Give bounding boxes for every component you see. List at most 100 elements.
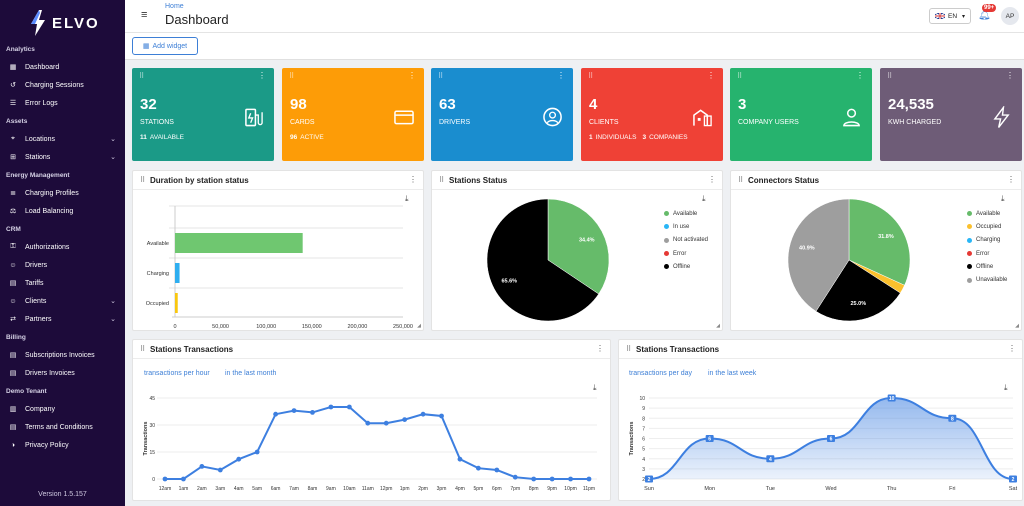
sidebar-item-charging-sessions[interactable]: ↺ Charging Sessions (8, 77, 120, 93)
slice-value-label: 25.0% (851, 301, 867, 307)
more-options-icon[interactable]: ⋮ (409, 175, 417, 184)
language-selector[interactable]: EN ▾ (929, 8, 971, 24)
sidebar-item-tariffs[interactable]: ▤ Tariffs (8, 275, 120, 291)
breadcrumb[interactable]: Home (165, 3, 184, 10)
bell-icon[interactable]: 🔔︎ (978, 10, 991, 21)
stat-card-stations[interactable]: ⠿ ⋮ 32 Stations 11 AVAILABLE (132, 68, 274, 161)
chevron-down-icon[interactable]: ⌄ (110, 136, 116, 143)
drag-handle-icon[interactable]: ⠿ (140, 346, 146, 353)
collapse-menu-icon[interactable]: ≡ (141, 9, 148, 21)
stat-card-company-users[interactable]: ⠿ ⋮ 3 Company users (730, 68, 872, 161)
sidebar-item-stations[interactable]: ⊞ Stations ⌄ (8, 149, 120, 165)
more-options-icon[interactable]: ⋮ (1008, 344, 1016, 353)
data-label: 8 (951, 416, 954, 422)
sidebar-item-error-logs[interactable]: ☰ Error Logs (8, 95, 120, 111)
sidebar-item-drivers[interactable]: ☺ Drivers (8, 257, 120, 273)
sidebar-item-charging-profiles[interactable]: ≣ Charging Profiles (8, 185, 120, 201)
stat-sub-sub1_num: 96 (290, 134, 298, 141)
sidebar-item-locations[interactable]: ⌖ Locations ⌄ (8, 131, 120, 147)
more-options-icon[interactable]: ⋮ (856, 71, 864, 80)
download-icon[interactable]: ⤓ (1001, 194, 1005, 203)
data-point (549, 476, 555, 482)
tab-last-month[interactable]: in the last month (225, 370, 277, 377)
x-tick-label: 6am (271, 486, 281, 492)
more-options-icon[interactable]: ⋮ (708, 175, 716, 184)
stat-card-drivers[interactable]: ⠿ ⋮ 63 Drivers (431, 68, 573, 161)
more-options-icon[interactable]: ⋮ (596, 344, 604, 353)
chevron-down-icon[interactable]: ⌄ (110, 154, 116, 161)
more-options-icon[interactable]: ⋮ (258, 71, 266, 80)
legend-item[interactable]: Unavailable (967, 273, 1007, 286)
transactions-daily-chart: 2345678910Transactions2Sun6Mon4Tue6Wed10… (629, 394, 1018, 492)
sidebar-item-partners[interactable]: ⇄ Partners ⌄ (8, 311, 120, 327)
avatar[interactable]: AP (1001, 7, 1019, 25)
chevron-down-icon[interactable]: ⌄ (110, 298, 116, 305)
more-options-icon[interactable]: ⋮ (557, 71, 565, 80)
sidebar-item-subscriptions-invoices[interactable]: ▤ Subscriptions Invoices (8, 347, 120, 363)
more-options-icon[interactable]: ⋮ (408, 71, 416, 80)
stat-card-clients[interactable]: ⠿ ⋮ 4 Clients 1 INDIVIDUALS 3 COMPANIES (581, 68, 723, 161)
app-logo[interactable]: ELVO (30, 10, 100, 36)
legend-item[interactable]: Offline (664, 260, 708, 273)
chevron-down-icon[interactable]: ⌄ (110, 316, 116, 323)
sidebar-item-clients[interactable]: ☺ Clients ⌄ (8, 293, 120, 309)
sidebar-item-dashboard[interactable]: ▦ Dashboard (8, 59, 120, 75)
legend-item[interactable]: Error (967, 247, 1007, 260)
sidebar-item-company[interactable]: ▥ Company (8, 401, 120, 417)
download-icon[interactable]: ⤓ (1004, 383, 1008, 392)
download-icon[interactable]: ⤓ (593, 383, 597, 392)
x-tick-label: 50,000 (212, 324, 229, 329)
sidebar-item-privacy-policy[interactable]: ◑ Privacy Policy (8, 437, 120, 453)
more-options-icon[interactable]: ⋮ (1006, 71, 1014, 80)
legend-item[interactable]: Available (967, 207, 1007, 220)
legend-item[interactable]: Not activated (664, 234, 708, 247)
tab-transactions-per-hour[interactable]: transactions per hour (144, 370, 210, 377)
drag-handle-icon[interactable]: ⠿ (738, 177, 744, 184)
legend-item[interactable]: Offline (967, 260, 1007, 273)
download-icon[interactable]: ⤓ (405, 194, 409, 203)
download-icon[interactable]: ⤓ (702, 194, 706, 203)
drag-handle-icon[interactable]: ⠿ (438, 73, 444, 80)
drag-handle-icon[interactable]: ⠿ (139, 73, 145, 80)
stat-card-cards[interactable]: ⠿ ⋮ 98 Cards 96 ACTIVE (282, 68, 424, 161)
legend-swatch (967, 251, 972, 257)
tab-last-week[interactable]: in the last week (708, 370, 757, 377)
legend-item[interactable]: Available (664, 207, 708, 220)
drag-handle-icon[interactable]: ⠿ (626, 346, 632, 353)
resize-handle-icon[interactable]: ◢ (1015, 323, 1019, 329)
tab-transactions-per-day[interactable]: transactions per day (629, 370, 693, 377)
drag-handle-icon[interactable]: ⠿ (140, 177, 146, 184)
legend-swatch (664, 264, 669, 270)
stat-label: Clients (589, 119, 619, 126)
card-icon (394, 110, 414, 125)
y-tick-label: 4 (642, 457, 645, 463)
resize-handle-icon[interactable]: ◢ (716, 323, 720, 329)
grid-icon: ▦ (9, 64, 17, 71)
more-options-icon[interactable]: ⋮ (707, 71, 715, 80)
y-tick-label: 2 (642, 477, 645, 483)
more-options-icon[interactable]: ⋮ (1007, 175, 1015, 184)
stat-subline: 11 AVAILABLE (140, 134, 190, 141)
drag-handle-icon[interactable]: ⠿ (737, 73, 743, 80)
sidebar-item-load-balancing[interactable]: ⚖ Load Balancing (8, 203, 120, 219)
stat-sub-sub1_label: AVAILABLE (149, 134, 184, 141)
legend-item[interactable]: In use (664, 220, 708, 233)
data-label: 6 (830, 437, 833, 443)
stat-card-kwh-charged[interactable]: ⠿ ⋮ 24,535 kWh charged (880, 68, 1022, 161)
resize-handle-icon[interactable]: ◢ (417, 323, 421, 329)
sidebar-item-terms-and-conditions[interactable]: ▤ Terms and Conditions (8, 419, 120, 435)
drag-handle-icon[interactable]: ⠿ (887, 73, 893, 80)
panel-title: Stations Transactions (636, 345, 720, 354)
legend-item[interactable]: Occupied (967, 220, 1007, 233)
legend-item[interactable]: Error (664, 247, 708, 260)
sidebar-item-authorizations[interactable]: ⚿ Authorizations (8, 239, 120, 255)
add-widget-button[interactable]: ▦ Add widget (132, 37, 198, 55)
x-tick-label: 10am (343, 486, 356, 492)
legend-item[interactable]: Charging (967, 234, 1007, 247)
drag-handle-icon[interactable]: ⠿ (289, 73, 295, 80)
series-line (165, 406, 589, 480)
sidebar-item-drivers-invoices[interactable]: ▤ Drivers Invoices (8, 365, 120, 381)
drag-handle-icon[interactable]: ⠿ (588, 73, 594, 80)
drag-handle-icon[interactable]: ⠿ (439, 177, 445, 184)
x-tick-label: 1pm (400, 486, 410, 492)
